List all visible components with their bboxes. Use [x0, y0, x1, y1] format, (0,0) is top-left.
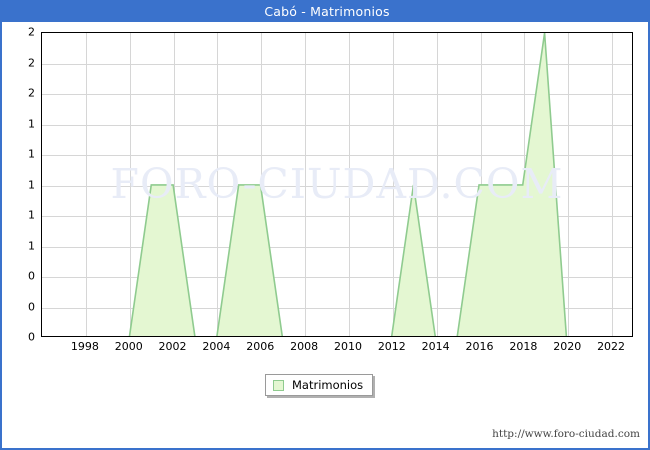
y-axis-tick-label: 1: [28, 239, 35, 252]
x-axis-tick-label: 2018: [509, 340, 538, 353]
window-title-bar: Cabó - Matrimonios: [2, 0, 650, 22]
chart-legend[interactable]: Matrimonios: [265, 374, 374, 396]
gridline-vertical: [612, 33, 614, 336]
y-axis-tick-label: 1: [28, 147, 35, 161]
gridline-horizontal: [42, 246, 632, 248]
area-fill: [129, 33, 567, 336]
gridline-vertical: [261, 33, 263, 336]
x-axis-tick-label: 2002: [158, 340, 187, 353]
gridline-horizontal: [42, 63, 632, 65]
x-axis-tick-label: 2012: [377, 340, 406, 353]
y-axis-tick-label: 1: [28, 208, 35, 222]
y-axis-tick-label: 2: [28, 56, 35, 69]
gridline-vertical: [129, 33, 131, 336]
gridline-horizontal: [42, 185, 632, 187]
gridline-horizontal: [42, 307, 632, 309]
y-axis-tick-label: 2: [28, 86, 35, 100]
x-axis-tick-label: 1998: [70, 340, 99, 353]
gridline-vertical: [348, 33, 350, 336]
plot-frame: [41, 32, 633, 337]
gridline-vertical: [305, 33, 307, 336]
x-axis-tick-label: 2008: [290, 340, 319, 353]
gridline-vertical: [392, 33, 394, 336]
y-axis-tick-label: 0: [28, 330, 35, 344]
x-axis: 1998 2000 2002 2004 2006 2008 2010 2012 2014 2016…: [41, 341, 633, 357]
x-axis-tick-label: 2004: [202, 340, 231, 353]
gridline-horizontal: [42, 94, 632, 95]
x-axis-tick-label: 2016: [465, 340, 494, 353]
gridline-horizontal: [42, 124, 632, 126]
gridline-vertical: [436, 33, 438, 336]
y-axis: 2 2 2 1 1 1 1 1 0 0 0: [2, 27, 35, 343]
legend-swatch-matrimonios: [273, 379, 284, 391]
y-axis-tick-label: 1: [28, 178, 35, 191]
gridline-vertical: [568, 33, 570, 336]
y-axis-tick-label: 1: [28, 117, 35, 130]
gridline-vertical: [173, 33, 175, 336]
y-axis-tick-label: 2: [28, 25, 35, 39]
page-title: Cabó - Matrimonios: [264, 3, 390, 19]
area-outline: [42, 33, 632, 337]
y-axis-tick-label: 0: [28, 269, 35, 283]
area-series-matrimonios: [42, 33, 632, 337]
gridline-horizontal: [42, 216, 632, 217]
x-axis-tick-label: 2020: [553, 340, 582, 353]
source-url: http://www.foro-ciudad.com: [492, 428, 640, 440]
legend-label-matrimonios: Matrimonios: [292, 378, 364, 392]
x-axis-tick-label: 2014: [421, 340, 450, 353]
plot-area: [41, 32, 633, 337]
y-axis-tick-label: 0: [28, 300, 35, 313]
gridline-horizontal: [42, 155, 632, 156]
gridline-vertical: [85, 33, 87, 336]
gridline-vertical: [217, 33, 219, 336]
x-axis-tick-label: 2006: [246, 340, 275, 353]
gridline-horizontal: [42, 277, 632, 278]
x-axis-tick-label: 2000: [114, 340, 143, 353]
x-axis-tick-label: 2010: [333, 340, 362, 353]
x-axis-tick-label: 2022: [597, 340, 626, 353]
